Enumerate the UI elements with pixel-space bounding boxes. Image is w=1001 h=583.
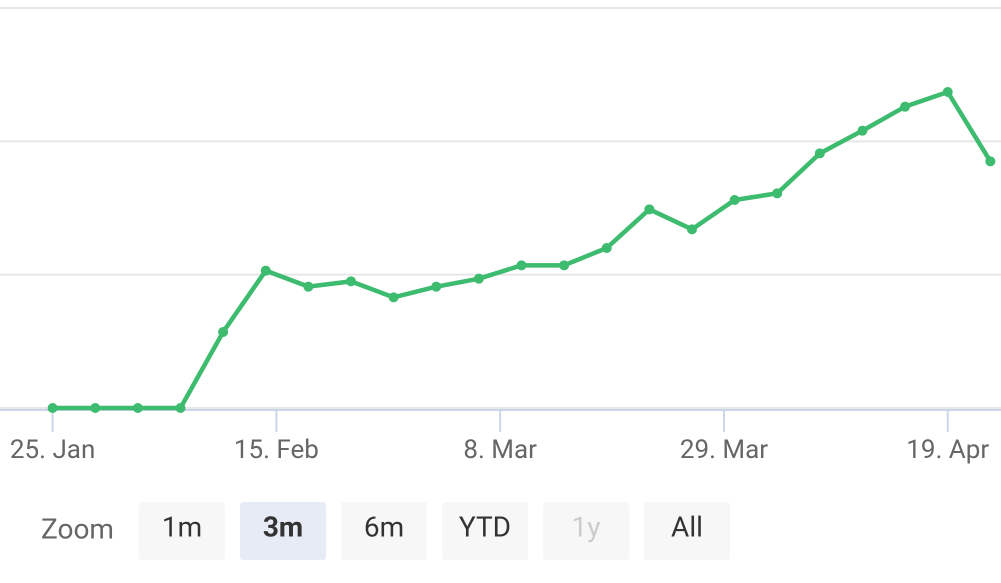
zoom-button (543, 502, 629, 560)
zoom-button[interactable] (240, 502, 326, 560)
data-point (431, 281, 442, 292)
x-tick-label: 25. Jan (10, 435, 95, 465)
data-point (857, 125, 868, 136)
series-line (52, 89, 993, 411)
data-point (345, 276, 356, 287)
zoom-button[interactable] (341, 502, 427, 560)
data-point (729, 195, 740, 205)
data-point (900, 101, 911, 112)
data-point (388, 292, 399, 303)
x-tick-label: 15. Feb (234, 435, 319, 465)
data-point (985, 156, 996, 167)
data-point (218, 327, 229, 337)
zoom-button-label[interactable]: All (671, 510, 703, 543)
x-tick-label: 8. Mar (463, 435, 537, 465)
data-point (942, 87, 953, 97)
data-point (644, 204, 655, 215)
data-point (473, 273, 484, 284)
zoom-button-label[interactable]: 1m (162, 510, 202, 543)
zoom-label: Zoom (41, 512, 114, 545)
zoom-button[interactable] (139, 502, 225, 560)
zoom-button[interactable] (644, 502, 730, 560)
data-point (132, 403, 143, 413)
data-point (772, 188, 783, 199)
data-point (814, 148, 825, 159)
zoom-button[interactable] (442, 502, 528, 560)
data-point (516, 260, 527, 271)
data-point (559, 260, 570, 271)
data-point (260, 265, 271, 276)
x-tick-label: 19. Apr (906, 435, 989, 465)
zoom-button-label[interactable]: 3m (263, 510, 303, 543)
data-point (303, 281, 314, 292)
data-point (686, 224, 697, 235)
data-point (47, 403, 58, 413)
zoom-button-label: 1y (572, 510, 601, 543)
x-tick-label: 29. Mar (680, 435, 768, 465)
zoom-button-label[interactable]: 6m (364, 510, 404, 543)
data-point (175, 403, 186, 413)
data-point (90, 403, 101, 413)
zoom-button-label[interactable]: YTD (459, 510, 511, 543)
data-point (601, 243, 612, 253)
